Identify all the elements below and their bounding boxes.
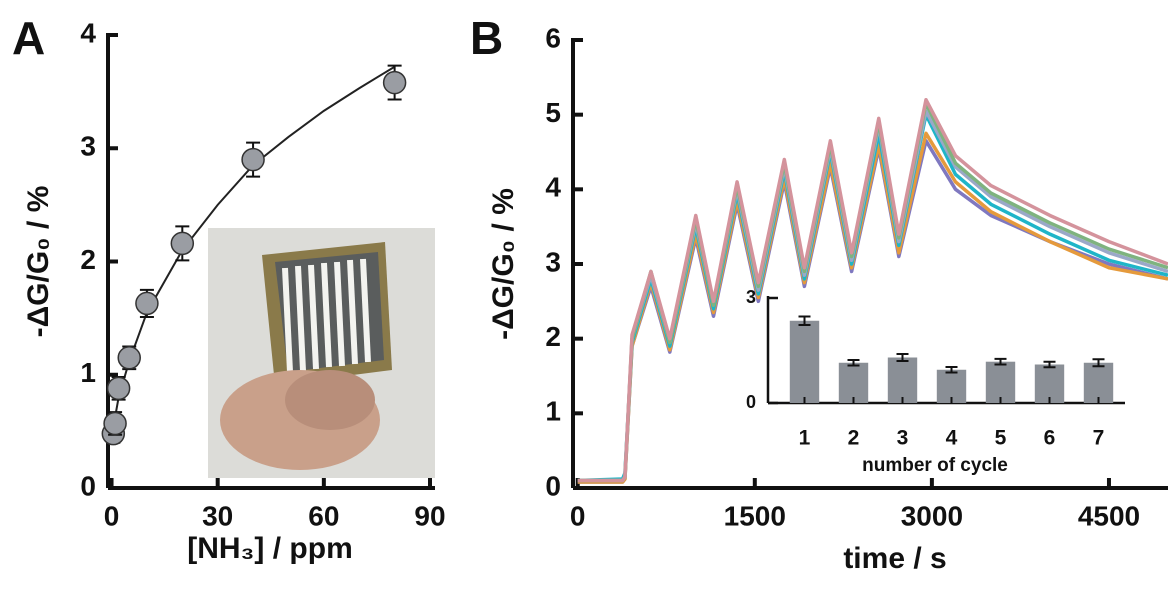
error-bar: [1092, 358, 1105, 368]
x-axis-label: number of cycle: [862, 455, 1008, 476]
y-axis-label: -ΔG/G₀ / %: [22, 186, 55, 338]
x-tick-label: 5: [995, 427, 1007, 450]
panel-label: B: [470, 12, 503, 64]
x-tick-label: 4: [946, 427, 958, 450]
error-bar: [994, 357, 1007, 366]
panel-label: A: [12, 12, 45, 64]
y-tick-label: 0: [746, 392, 756, 412]
y-tick-label: 1: [80, 357, 96, 388]
x-tick-label: 0: [104, 500, 120, 531]
trace: [577, 101, 1168, 483]
trace: [577, 97, 1168, 483]
error-bar: [847, 358, 860, 367]
fit-line: [110, 65, 396, 438]
y-tick-label: 1: [545, 396, 561, 427]
x-tick-label: 30: [202, 500, 233, 531]
y-tick-label: 0: [545, 470, 561, 501]
bar: [838, 362, 869, 403]
x-tick-label: 7: [1093, 427, 1105, 450]
x-tick-label: 1: [799, 427, 811, 450]
data-point: [241, 147, 265, 172]
trace: [577, 139, 1168, 484]
y-tick-label: 2: [545, 321, 561, 352]
data-point: [135, 291, 159, 316]
x-tick-label: 4500: [1078, 500, 1140, 531]
data-point: [117, 346, 141, 370]
x-tick-label: 3000: [901, 500, 963, 531]
x-tick-label: 60: [308, 500, 339, 531]
data-point: [106, 376, 131, 401]
error-bar: [1043, 360, 1056, 369]
y-tick-label: 4: [80, 17, 96, 48]
x-axis-label: [NH₃] / ppm: [187, 532, 353, 565]
x-tick-label: 3: [897, 427, 909, 450]
y-tick-label: 4: [545, 172, 561, 203]
bar: [1034, 364, 1065, 403]
y-tick-label: 0: [80, 470, 96, 501]
x-tick-label: 0: [570, 500, 586, 531]
x-tick-label: 6: [1044, 427, 1056, 450]
trace: [577, 131, 1168, 484]
x-tick-label: 2: [848, 427, 860, 450]
photo-inset: [208, 228, 435, 478]
x-tick-label: 1500: [724, 500, 786, 531]
y-tick-label: 2: [80, 244, 96, 275]
bar: [789, 320, 820, 403]
error-bar: [945, 365, 958, 374]
x-tick-label: 90: [414, 500, 445, 531]
data-point: [382, 70, 407, 95]
trace: [577, 112, 1168, 483]
data-point: [170, 231, 195, 256]
y-tick-label: 3: [545, 246, 561, 277]
y-tick-label: 3: [746, 287, 756, 307]
x-axis-label: time / s: [843, 542, 946, 575]
data-point: [103, 411, 127, 436]
error-bar: [896, 353, 909, 362]
bar: [1083, 362, 1114, 403]
error-bar: [798, 315, 811, 326]
bar: [887, 357, 918, 403]
y-tick-label: 6: [545, 22, 561, 53]
y-axis-label: -ΔG/G₀ / %: [487, 188, 520, 340]
bar: [985, 361, 1016, 403]
y-tick-label: 3: [80, 131, 96, 162]
y-tick-label: 5: [545, 97, 561, 128]
